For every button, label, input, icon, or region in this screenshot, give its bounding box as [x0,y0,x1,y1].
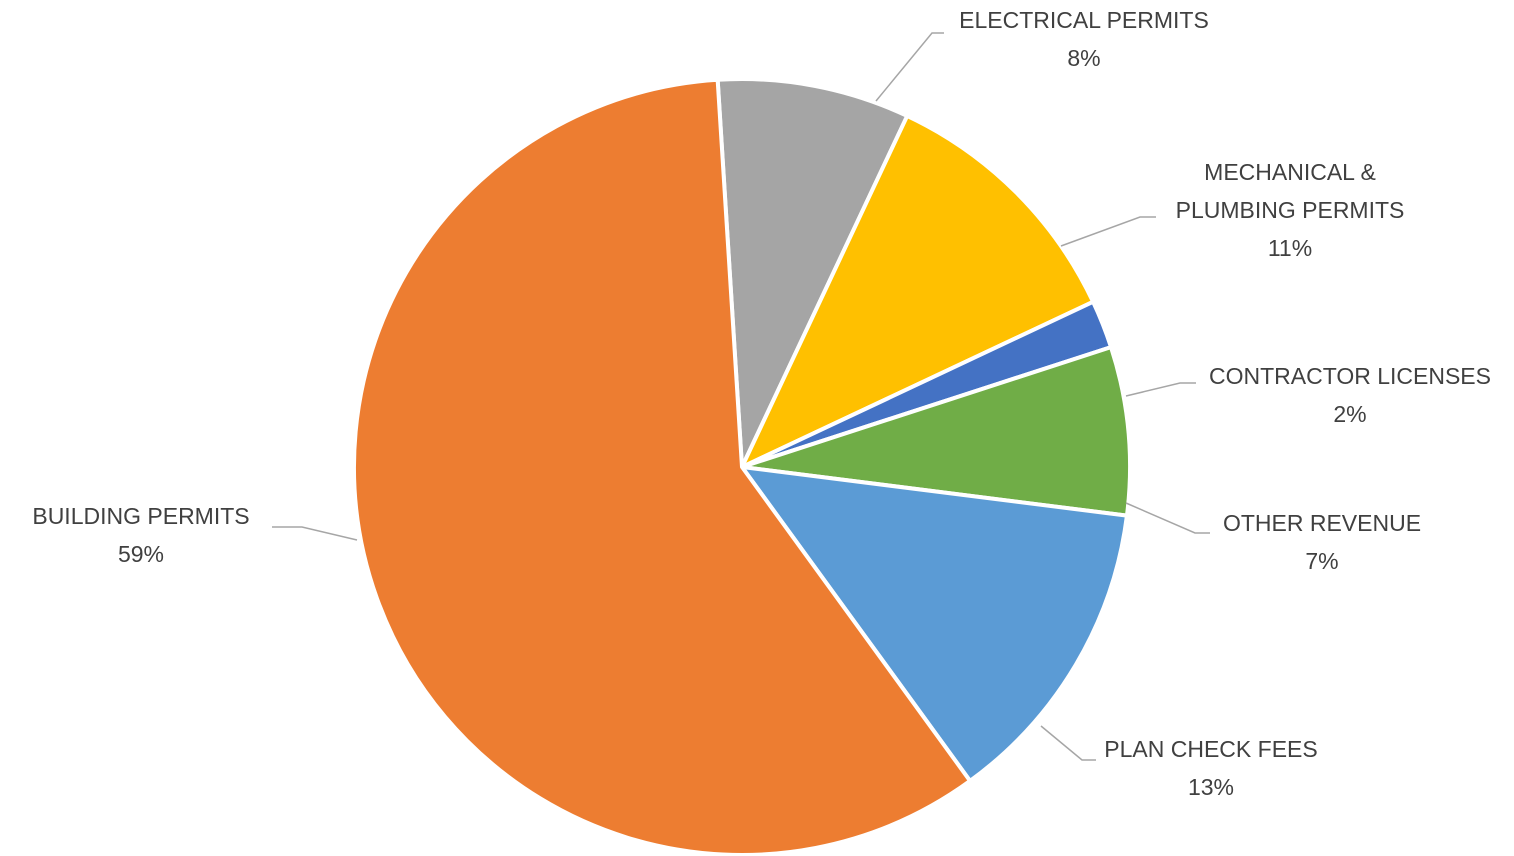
leader-line-contractor-licenses [1125,382,1196,397]
slice-mechanical-and-plumbing-permits [740,113,1096,469]
slice-building-permits [352,77,973,856]
slice-labels: ELECTRICAL PERMITS 8% MECHANICAL & PLUMBING… [32,7,1491,800]
data-label-other-revenue: OTHER REVENUE 7% [1223,510,1421,574]
slice-name-mechanical-and-plumbing-permits: PLUMBING PERMITS [1176,197,1405,223]
leader-line-other-revenue [1125,502,1210,534]
data-label-building-permits: BUILDING PERMITS 59% [32,503,249,567]
slice-name-building-permits: BUILDING PERMITS [32,503,249,529]
leader-line-electrical-permits [875,32,944,102]
slice-percent-other-revenue: 7% [1305,548,1338,574]
slice-name-plan-check-fees: PLAN CHECK FEES [1104,736,1317,762]
slice-name-electrical-permits: ELECTRICAL PERMITS [959,7,1209,33]
slice-percent-electrical-permits: 8% [1067,45,1100,71]
leader-lines [272,32,1210,761]
slice-name-other-revenue: OTHER REVENUE [1223,510,1421,536]
slice-plan-check-fees [740,465,1129,783]
slice-name-contractor-licenses: CONTRACTOR LICENSES [1209,363,1491,389]
data-label-contractor-licenses: CONTRACTOR LICENSES 2% [1209,363,1491,427]
slice-percent-building-permits: 59% [118,541,164,567]
pie-slices [352,77,1132,856]
slice-electrical-permits [715,77,910,469]
data-label-electrical-permits: ELECTRICAL PERMITS 8% [959,7,1209,71]
leader-line-mechanical-and-plumbing-permits [1060,216,1156,247]
slice-other-revenue [740,345,1132,518]
slice-percent-contractor-licenses: 2% [1333,401,1366,427]
slice-percent-mechanical-and-plumbing-permits: 11% [1268,235,1312,261]
data-label-plan-check-fees: PLAN CHECK FEES 13% [1104,736,1317,800]
slice-percent-plan-check-fees: 13% [1188,774,1234,800]
leader-line-plan-check-fees [1040,725,1096,761]
leader-line-building-permits [272,526,358,541]
data-label-mechanical-and-plumbing-permits: MECHANICAL & PLUMBING PERMITS 11% [1176,159,1405,261]
slice-name-mechanical-and-plumbing-permits: MECHANICAL & [1204,159,1376,185]
